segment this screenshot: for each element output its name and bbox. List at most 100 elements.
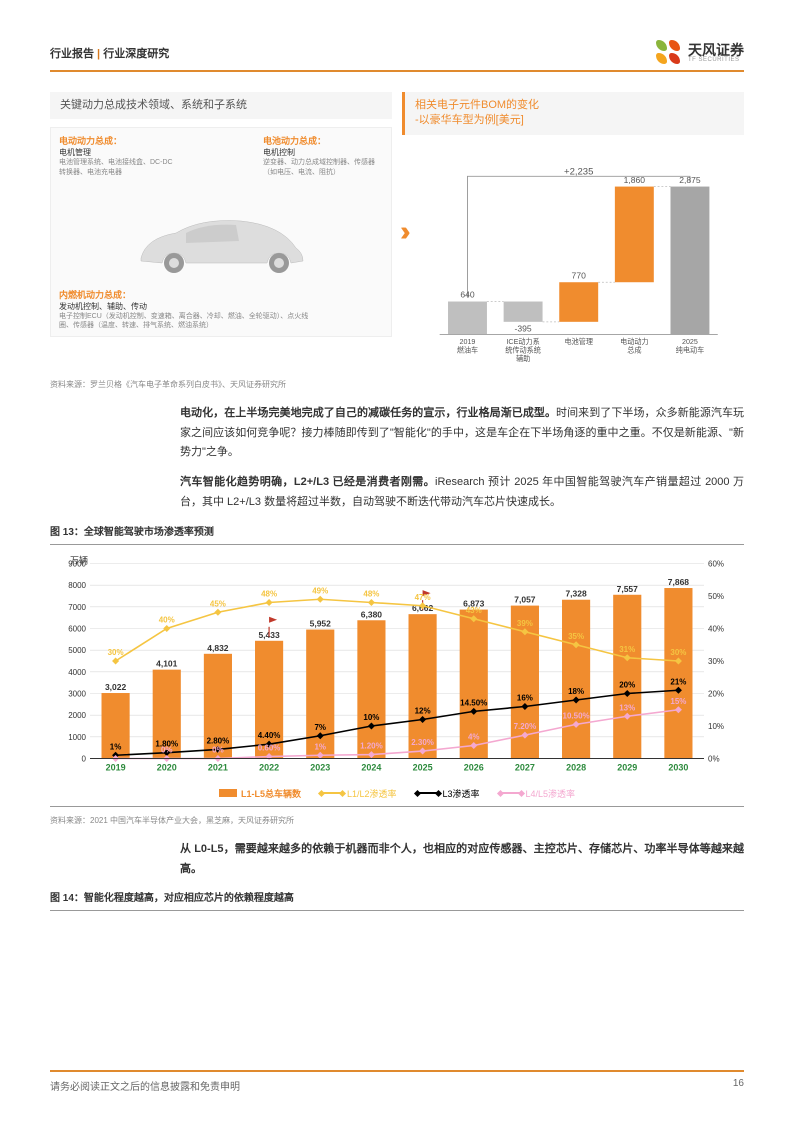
svg-text:0%: 0% [161, 745, 173, 754]
svg-text:1%: 1% [110, 742, 122, 751]
para1-bold: 电动化，在上半场完美地完成了自己的减碳任务的宣示，行业格局渐已成型。 [180, 407, 556, 419]
svg-text:2021: 2021 [208, 762, 228, 772]
svg-text:30%: 30% [108, 648, 124, 657]
svg-text:2026: 2026 [464, 762, 484, 772]
anno-batt-g: 逆变器、动力总成域控制器、传感器（如电压、电流、阻抗） [263, 158, 383, 176]
svg-text:1000: 1000 [68, 733, 86, 742]
waterfall-chart: +2,2356402019燃油车-395ICE动力系统传动系统辅助770电池管理… [402, 143, 744, 373]
paragraph-2: 汽车智能化趋势明确，L2+/L3 已经是消费者刚需。iResearch 预计 2… [180, 473, 744, 513]
logo-text: 天风证券 [688, 43, 744, 57]
svg-text:2030: 2030 [668, 762, 688, 772]
car-silhouette-icon [131, 203, 311, 283]
header-breadcrumb: 行业报告 | 行业深度研究 [50, 45, 169, 61]
fig13-rule [50, 544, 744, 545]
legend-l12: L1/L2渗透率 [321, 787, 397, 800]
svg-text:辅助: 辅助 [516, 354, 530, 363]
svg-text:2000: 2000 [68, 711, 86, 720]
svg-text:总成: 总成 [627, 345, 641, 354]
left-block-title: 关键动力总成技术领域、系统和子系统 [50, 92, 392, 119]
fig13-rule-bottom [50, 806, 744, 807]
svg-text:8000: 8000 [68, 581, 86, 590]
svg-text:640: 640 [460, 289, 475, 299]
chart-13: 01000200030004000500060007000800090000%1… [50, 553, 744, 783]
svg-text:18%: 18% [568, 687, 584, 696]
svg-text:0%: 0% [708, 754, 720, 763]
svg-text:燃油车: 燃油车 [457, 345, 478, 354]
svg-text:万辆: 万辆 [70, 554, 88, 565]
svg-text:2019: 2019 [106, 762, 126, 772]
page-footer: 请务必阅读正文之后的信息披露和免责申明 16 [50, 1070, 744, 1093]
svg-text:-395: -395 [515, 323, 532, 333]
svg-text:50%: 50% [708, 592, 724, 601]
logo-mark-icon [656, 40, 682, 66]
legend-bars: L1-L5总车辆数 [219, 787, 301, 800]
legend-l45-label: L4/L5渗透率 [526, 787, 576, 800]
anno-motor: 电动动力总成： 电机管理 电池管理系统、电池接线盒、DC-DC转换器、电池充电器 [59, 136, 179, 176]
svg-text:7%: 7% [314, 723, 326, 732]
chart13-legend: L1-L5总车辆数 L1/L2渗透率 L3渗透率 L4/L5渗透率 [50, 787, 744, 800]
footer-text: 请务必阅读正文之后的信息披露和免责申明 [50, 1078, 240, 1093]
svg-text:0.60%: 0.60% [258, 743, 281, 752]
svg-text:7.20%: 7.20% [514, 722, 537, 731]
svg-text:2025: 2025 [413, 762, 433, 772]
svg-text:纯电动车: 纯电动车 [676, 345, 705, 354]
svg-text:2019: 2019 [460, 338, 476, 346]
svg-text:7,057: 7,057 [514, 594, 536, 604]
svg-text:5000: 5000 [68, 646, 86, 655]
svg-text:1.20%: 1.20% [360, 741, 383, 750]
svg-text:770: 770 [572, 270, 587, 280]
svg-text:3,022: 3,022 [105, 682, 127, 692]
anno-ice: 内燃机动力总成： 发动机控制、辅助、传动 电子控制ECU（发动机控制、变速箱、离… [59, 290, 319, 330]
svg-text:2024: 2024 [361, 762, 381, 772]
legend-l12-label: L1/L2渗透率 [347, 787, 397, 800]
svg-text:4,101: 4,101 [156, 658, 178, 668]
header-rule [50, 70, 744, 72]
svg-text:ICE动力系: ICE动力系 [506, 337, 539, 346]
svg-text:45%: 45% [210, 599, 226, 608]
para2-bold: 汽车智能化趋势明确，L2+/L3 已经是消费者刚需。 [180, 476, 435, 488]
svg-text:30%: 30% [708, 657, 724, 666]
svg-text:0: 0 [82, 754, 87, 763]
svg-text:20%: 20% [619, 680, 635, 689]
svg-text:2029: 2029 [617, 762, 637, 772]
svg-text:20%: 20% [708, 689, 724, 698]
svg-text:7,868: 7,868 [668, 577, 690, 587]
footer-page: 16 [733, 1078, 744, 1093]
svg-text:2023: 2023 [310, 762, 330, 772]
svg-text:13%: 13% [619, 703, 635, 712]
svg-text:2022: 2022 [259, 762, 279, 772]
svg-text:47%: 47% [415, 593, 431, 602]
svg-text:43%: 43% [466, 606, 482, 615]
svg-text:电池管理: 电池管理 [564, 337, 593, 346]
svg-text:1%: 1% [314, 742, 326, 751]
svg-text:16%: 16% [517, 693, 533, 702]
svg-text:4.40%: 4.40% [258, 731, 281, 740]
anno-motor-h: 电动动力总成： [59, 136, 179, 148]
svg-text:2.30%: 2.30% [411, 738, 434, 747]
svg-text:2025: 2025 [682, 338, 698, 346]
anno-ice-h: 内燃机动力总成： [59, 290, 319, 302]
fig14-rule [50, 910, 744, 911]
right-title-l2: -以豪华车型为例[美元] [415, 113, 734, 128]
svg-text:2.80%: 2.80% [207, 736, 230, 745]
source-1: 资料来源：罗兰贝格《汽车电子革命系列白皮书》、天风证券研究所 [50, 379, 744, 390]
svg-text:15%: 15% [670, 697, 686, 706]
svg-text:2020: 2020 [157, 762, 177, 772]
svg-text:2028: 2028 [566, 762, 586, 772]
anno-batt: 电池动力总成： 电机控制 逆变器、动力总成域控制器、传感器（如电压、电流、阻抗） [263, 136, 383, 176]
svg-text:48%: 48% [261, 589, 277, 598]
svg-text:2,875: 2,875 [679, 175, 701, 185]
svg-text:14.50%: 14.50% [460, 698, 487, 707]
top-two-column: 关键动力总成技术领域、系统和子系统 电动动力总成： 电机管理 电池管理系统、电池… [50, 92, 744, 373]
svg-text:+2,235: +2,235 [564, 166, 593, 177]
svg-text:7,328: 7,328 [565, 588, 587, 598]
svg-text:6,380: 6,380 [361, 609, 383, 619]
svg-text:39%: 39% [517, 619, 533, 628]
legend-l3: L3渗透率 [417, 787, 480, 800]
source-2: 资料来源：2021 中国汽车半导体产业大会，黑芝麻，天风证券研究所 [50, 815, 744, 826]
anno-motor-s: 电机管理 [59, 148, 179, 158]
right-block-title: 相关电子元件BOM的变化 -以豪华车型为例[美元] [402, 92, 744, 135]
svg-text:40%: 40% [159, 615, 175, 624]
svg-text:49%: 49% [312, 586, 328, 595]
svg-text:31%: 31% [619, 645, 635, 654]
